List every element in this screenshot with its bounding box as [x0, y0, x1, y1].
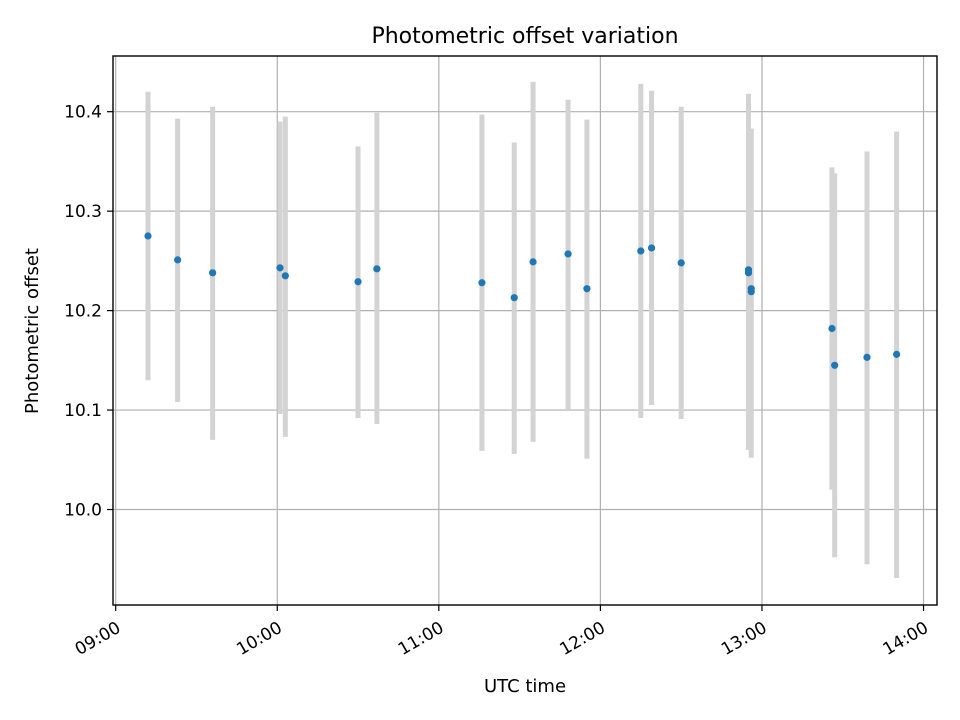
data-point: [828, 324, 836, 333]
data-point: [510, 294, 518, 302]
data-point: [677, 259, 685, 267]
data-point: [893, 350, 901, 358]
grid-layer: [113, 56, 937, 605]
y-tick-label: 10.0: [64, 501, 102, 521]
y-tick-label: 10.2: [64, 302, 102, 322]
data-point: [281, 272, 289, 280]
y-axis-label: Photometric offset: [22, 248, 43, 414]
data-point: [583, 285, 591, 293]
data-point: [747, 285, 755, 293]
data-point: [144, 232, 152, 240]
x-tick-layer: 09:00 10:00 11:00 12:00 13:00 14:00: [72, 605, 932, 660]
data-point: [174, 256, 182, 264]
y-tick-label: 10.1: [64, 401, 102, 421]
x-tick-label: 10:00: [233, 618, 285, 660]
y-tick-layer: 10.0 10.1 10.2 10.3 10.4: [64, 103, 113, 521]
data-point: [863, 353, 871, 361]
data-point: [647, 244, 656, 252]
x-axis-label: UTC time: [484, 676, 566, 697]
x-tick-label: 09:00: [72, 618, 124, 660]
data-point: [744, 266, 753, 274]
x-tick-label: 11:00: [395, 618, 447, 660]
y-tick-label: 10.3: [64, 202, 102, 222]
data-point: [354, 278, 362, 286]
errorbar-layer: [145, 81, 900, 579]
data-point: [564, 250, 572, 258]
y-tick-label: 10.4: [64, 103, 102, 123]
data-point: [637, 247, 645, 255]
x-tick-label: 12:00: [556, 618, 608, 660]
data-point: [276, 264, 284, 272]
x-tick-label: 14:00: [880, 618, 932, 660]
plot-frame: [112, 55, 938, 606]
data-point: [209, 269, 217, 277]
x-tick-label: 13:00: [718, 618, 770, 660]
data-point: [478, 279, 486, 287]
data-point: [373, 265, 381, 273]
data-point: [831, 361, 839, 369]
point-layer: [144, 232, 901, 369]
chart-title: Photometric offset variation: [371, 24, 678, 49]
data-point: [529, 258, 537, 266]
